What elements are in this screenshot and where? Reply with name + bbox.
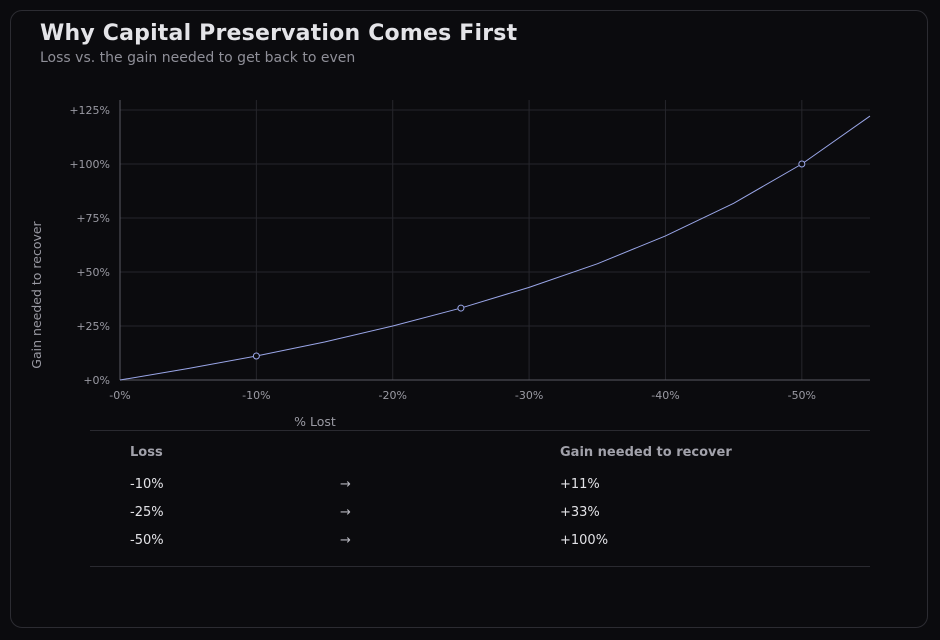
table-row-loss: -10%	[130, 477, 164, 492]
table-header-loss: Loss	[130, 445, 163, 460]
y-tick-label: +75%	[76, 212, 110, 225]
page-title: Why Capital Preservation Comes First	[40, 21, 518, 46]
x-tick-label: -10%	[242, 389, 270, 402]
y-tick-label: +50%	[76, 266, 110, 279]
table-bottom-divider	[90, 566, 870, 567]
x-tick-label: -50%	[788, 389, 816, 402]
x-axis-title: % Lost	[294, 414, 336, 429]
chart-card	[10, 10, 928, 628]
y-tick-label: +125%	[69, 104, 110, 117]
recovery-chart: +0% +25% +50% +75% +100% +125% -0% -10% -20% -30%…	[29, 100, 871, 429]
y-axis-title: Gain needed to recover	[29, 220, 44, 368]
table-row-loss: -25%	[130, 505, 164, 520]
arrow-icon: →	[340, 505, 351, 520]
table-row-loss: -50%	[130, 533, 164, 548]
x-tick-label: -0%	[109, 389, 130, 402]
arrow-icon: →	[340, 477, 351, 492]
y-tick-label: +0%	[83, 374, 110, 387]
data-point-marker	[457, 304, 465, 312]
data-point-marker	[798, 160, 806, 168]
table-row-gain: +11%	[560, 477, 600, 492]
x-tick-label: -20%	[379, 389, 407, 402]
table-row-gain: +100%	[560, 533, 609, 548]
table-header-gain: Gain needed to recover	[560, 445, 732, 460]
y-tick-label: +25%	[76, 320, 110, 333]
y-tick-label: +100%	[69, 158, 110, 171]
table-top-divider	[90, 430, 870, 431]
data-point-marker	[252, 352, 260, 360]
series-line	[119, 115, 871, 381]
page-subtitle: Loss vs. the gain needed to get back to …	[40, 50, 356, 66]
table-row-gain: +33%	[560, 505, 600, 520]
x-tick-label: -40%	[651, 389, 679, 402]
x-tick-label: -30%	[515, 389, 543, 402]
arrow-icon: →	[340, 533, 351, 548]
